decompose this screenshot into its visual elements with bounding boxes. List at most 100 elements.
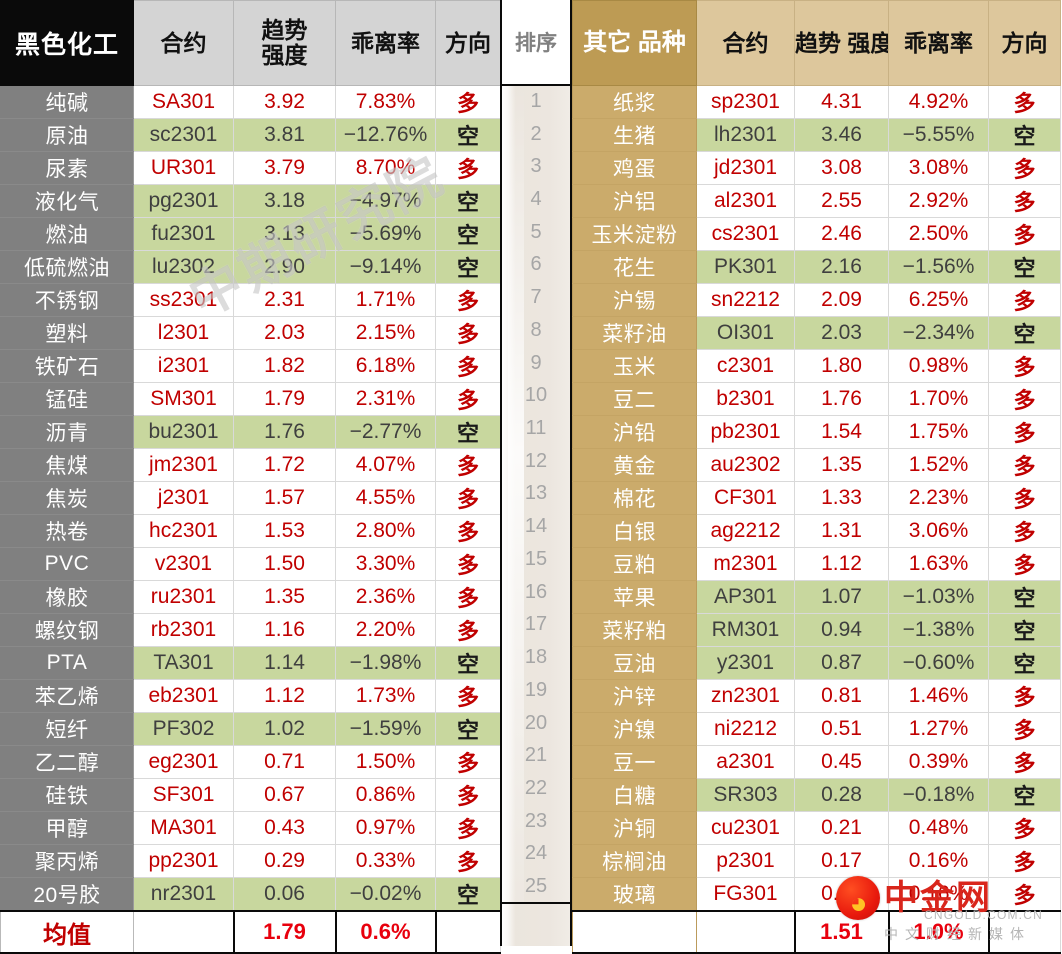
table-row[interactable]: 苯乙烯 eb2301 1.12 1.73% 多: [0, 679, 501, 713]
table-row[interactable]: PTA TA301 1.14 −1.98% 空: [0, 646, 501, 680]
variety-name-cell: 尿素: [0, 151, 134, 185]
variety-name-cell: 纸浆: [572, 85, 697, 119]
table-row[interactable]: 苹果 AP301 1.07 −1.03% 空: [572, 580, 1061, 614]
table-row[interactable]: 花生 PK301 2.16 −1.56% 空: [572, 250, 1061, 284]
order-row: 13: [502, 478, 570, 511]
variety-name-cell: 苯乙烯: [0, 679, 134, 713]
order-table-head: 排序: [502, 0, 570, 86]
strength-cell: 0.71: [233, 745, 336, 779]
table-row[interactable]: 低硫燃油 lu2302 2.90 −9.14% 空: [0, 250, 501, 284]
table-row[interactable]: 黄金 au2302 1.35 1.52% 多: [572, 448, 1061, 482]
contract-cell: pg2301: [133, 184, 234, 218]
direction-cell: 多: [988, 514, 1061, 548]
table-row[interactable]: 橡胶 ru2301 1.35 2.36% 多: [0, 580, 501, 614]
strength-cell: 0.28: [794, 778, 889, 812]
deviation-cell: 0.97%: [335, 811, 436, 845]
deviation-cell: −1.98%: [335, 646, 436, 680]
table-row[interactable]: 豆一 a2301 0.45 0.39% 多: [572, 745, 1061, 779]
table-row[interactable]: 锰硅 SM301 1.79 2.31% 多: [0, 382, 501, 416]
table-row[interactable]: 豆油 y2301 0.87 −0.60% 空: [572, 646, 1061, 680]
table-row[interactable]: 棉花 CF301 1.33 2.23% 多: [572, 481, 1061, 515]
table-row[interactable]: 玻璃 FG301 0.15 0.16% 多: [572, 877, 1061, 912]
deviation-cell: 1.70%: [888, 382, 989, 416]
table-row[interactable]: 硅铁 SF301 0.67 0.86% 多: [0, 778, 501, 812]
table-row[interactable]: 沪锡 sn2212 2.09 6.25% 多: [572, 283, 1061, 317]
deviation-cell: 1.75%: [888, 415, 989, 449]
table-row[interactable]: 塑料 l2301 2.03 2.15% 多: [0, 316, 501, 350]
table-row[interactable]: 液化气 pg2301 3.18 −4.97% 空: [0, 184, 501, 218]
table-row[interactable]: 沪铝 al2301 2.55 2.92% 多: [572, 184, 1061, 218]
deviation-cell: −2.34%: [888, 316, 989, 350]
table-row[interactable]: 螺纹钢 rb2301 1.16 2.20% 多: [0, 613, 501, 647]
left-table-body: 纯碱 SA301 3.92 7.83% 多原油 sc2301 3.81 −12.76% 空尿素 U…: [0, 85, 501, 954]
table-row[interactable]: 玉米 c2301 1.80 0.98% 多: [572, 349, 1061, 383]
table-row[interactable]: 20号胶 nr2301 0.06 −0.02% 空: [0, 877, 501, 912]
table-row[interactable]: 白银 ag2212 1.31 3.06% 多: [572, 514, 1061, 548]
table-row[interactable]: 甲醇 MA301 0.43 0.97% 多: [0, 811, 501, 845]
order-table-body: 1 2 3 4 5 6 7 8 9 10 11 12 13 14 15 16 17 18 19 20 21 22 23 24 2…: [502, 85, 570, 946]
variety-name-cell: 焦煤: [0, 448, 134, 482]
order-row: 17: [502, 609, 570, 642]
table-row[interactable]: PVC v2301 1.50 3.30% 多: [0, 547, 501, 581]
table-row[interactable]: 豆二 b2301 1.76 1.70% 多: [572, 382, 1061, 416]
table-row[interactable]: 聚丙烯 pp2301 0.29 0.33% 多: [0, 844, 501, 878]
table-row[interactable]: 棕榈油 p2301 0.17 0.16% 多: [572, 844, 1061, 878]
contract-cell: ss2301: [133, 283, 234, 317]
variety-name-cell: 液化气: [0, 184, 134, 218]
table-row[interactable]: 纸浆 sp2301 4.31 4.92% 多: [572, 85, 1061, 119]
table-row[interactable]: 燃油 fu2301 3.13 −5.69% 空: [0, 217, 501, 251]
table-row[interactable]: 菜籽油 OI301 2.03 −2.34% 空: [572, 316, 1061, 350]
order-row: 6: [502, 249, 570, 282]
direction-cell: 多: [988, 877, 1061, 912]
direction-cell: 多: [435, 382, 501, 416]
strength-cell: 2.16: [794, 250, 889, 284]
variety-name-cell: 聚丙烯: [0, 844, 134, 878]
deviation-cell: 2.31%: [335, 382, 436, 416]
order-number: 11: [525, 417, 547, 440]
table-row[interactable]: 生猪 lh2301 3.46 −5.55% 空: [572, 118, 1061, 152]
table-row[interactable]: 短纤 PF302 1.02 −1.59% 空: [0, 712, 501, 746]
table-row[interactable]: 焦煤 jm2301 1.72 4.07% 多: [0, 448, 501, 482]
table-row[interactable]: 沪锌 zn2301 0.81 1.46% 多: [572, 679, 1061, 713]
right-col-direction: 方向: [988, 0, 1061, 86]
direction-cell: 多: [435, 745, 501, 779]
contract-cell: AP301: [696, 580, 795, 614]
order-row: 22: [502, 772, 570, 805]
direction-cell: 多: [988, 283, 1061, 317]
table-row[interactable]: 乙二醇 eg2301 0.71 1.50% 多: [0, 745, 501, 779]
table-row[interactable]: 热卷 hc2301 1.53 2.80% 多: [0, 514, 501, 548]
right-title-line2: 品种: [637, 29, 686, 57]
table-row[interactable]: 鸡蛋 jd2301 3.08 3.08% 多: [572, 151, 1061, 185]
table-row[interactable]: 纯碱 SA301 3.92 7.83% 多: [0, 85, 501, 119]
table-row[interactable]: 白糖 SR303 0.28 −0.18% 空: [572, 778, 1061, 812]
deviation-cell: −0.18%: [888, 778, 989, 812]
contract-cell: al2301: [696, 184, 795, 218]
direction-cell: 多: [435, 613, 501, 647]
direction-cell: 空: [988, 316, 1061, 350]
strength-cell: 1.79: [233, 382, 336, 416]
strength-cell: 3.81: [233, 118, 336, 152]
table-row[interactable]: 沥青 bu2301 1.76 −2.77% 空: [0, 415, 501, 449]
table-row[interactable]: 不锈钢 ss2301 2.31 1.71% 多: [0, 283, 501, 317]
order-row: 1: [502, 85, 570, 118]
contract-cell: PK301: [696, 250, 795, 284]
strength-cell: 1.76: [794, 382, 889, 416]
table-row[interactable]: 沪镍 ni2212 0.51 1.27% 多: [572, 712, 1061, 746]
table-row[interactable]: 原油 sc2301 3.81 −12.76% 空: [0, 118, 501, 152]
table-row[interactable]: 焦炭 j2301 1.57 4.55% 多: [0, 481, 501, 515]
direction-cell: 多: [435, 547, 501, 581]
order-row: 12: [502, 445, 570, 478]
contract-cell: SM301: [133, 382, 234, 416]
variety-name-cell: 玻璃: [572, 877, 697, 912]
deviation-cell: 7.83%: [335, 85, 436, 119]
table-row[interactable]: 沪铜 cu2301 0.21 0.48% 多: [572, 811, 1061, 845]
table-row[interactable]: 沪铅 pb2301 1.54 1.75% 多: [572, 415, 1061, 449]
table-row[interactable]: 铁矿石 i2301 1.82 6.18% 多: [0, 349, 501, 383]
table-row[interactable]: 豆粕 m2301 1.12 1.63% 多: [572, 547, 1061, 581]
strength-cell: 1.57: [233, 481, 336, 515]
table-row[interactable]: 尿素 UR301 3.79 8.70% 多: [0, 151, 501, 185]
table-row[interactable]: 菜籽粕 RM301 0.94 −1.38% 空: [572, 613, 1061, 647]
right-col-contract: 合约: [696, 0, 795, 86]
strength-cell: 2.90: [233, 250, 336, 284]
table-row[interactable]: 玉米淀粉 cs2301 2.46 2.50% 多: [572, 217, 1061, 251]
